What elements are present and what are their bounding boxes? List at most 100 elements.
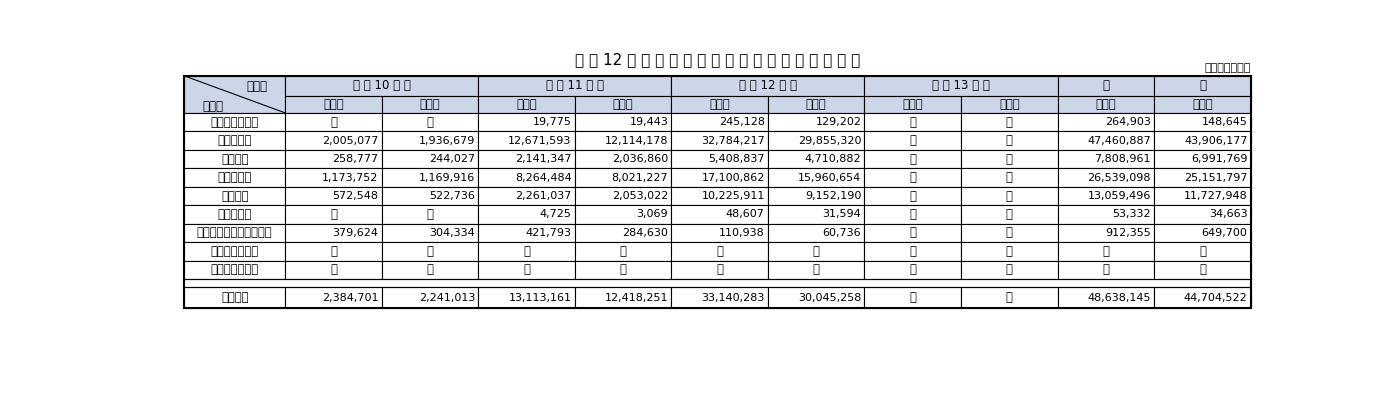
Text: 直　轄　代　行: 直 轄 代 行 (210, 116, 259, 129)
Text: 平 成 12 年 災: 平 成 12 年 災 (739, 79, 797, 92)
Text: 4,725: 4,725 (540, 209, 571, 220)
Text: 33,140,283: 33,140,283 (701, 293, 764, 303)
Text: －: － (717, 245, 722, 258)
Text: 48,638,145: 48,638,145 (1088, 293, 1151, 303)
Text: 304,334: 304,334 (430, 228, 475, 238)
Text: －: － (909, 171, 916, 184)
Bar (1057, 131, 1154, 150)
Text: 48,607: 48,607 (727, 209, 764, 220)
Text: 43,906,177: 43,906,177 (1184, 135, 1247, 146)
Text: 1,169,916: 1,169,916 (419, 173, 475, 182)
Bar (479, 261, 575, 279)
Text: 912,355: 912,355 (1105, 228, 1151, 238)
Bar (479, 76, 672, 96)
Bar (286, 187, 382, 205)
Bar (382, 261, 479, 279)
Text: 合　　計: 合 計 (221, 291, 248, 304)
Bar (864, 224, 960, 242)
Bar (479, 150, 575, 168)
Text: 事業費: 事業費 (710, 98, 729, 111)
Bar (479, 187, 575, 205)
Bar (960, 131, 1057, 150)
Bar (672, 168, 767, 187)
Bar (286, 76, 479, 96)
Text: 治　山　施　設: 治 山 施 設 (210, 245, 259, 258)
Text: 572,548: 572,548 (333, 191, 378, 201)
Text: －: － (1102, 263, 1109, 276)
Bar (479, 224, 575, 242)
Text: 379,624: 379,624 (333, 228, 378, 238)
Bar (1057, 287, 1154, 308)
Text: －: － (1005, 171, 1012, 184)
Bar (767, 150, 864, 168)
Bar (767, 287, 864, 308)
Bar (286, 131, 382, 150)
Text: 1,936,679: 1,936,679 (419, 135, 475, 146)
Text: －: － (1005, 263, 1012, 276)
Bar (382, 168, 479, 187)
Text: －: － (1198, 263, 1205, 276)
Bar (864, 76, 1057, 96)
Text: 30,045,258: 30,045,258 (798, 293, 861, 303)
Bar (286, 287, 382, 308)
Bar (575, 205, 672, 224)
Bar (767, 187, 864, 205)
Bar (767, 113, 864, 131)
Bar (185, 242, 286, 261)
Bar (286, 168, 382, 187)
Text: －: － (717, 263, 722, 276)
Text: －: － (330, 116, 337, 129)
Bar (382, 242, 479, 261)
Text: －: － (909, 208, 916, 221)
Text: 10,225,911: 10,225,911 (701, 191, 764, 201)
Bar (1154, 168, 1250, 187)
Text: 平 成 11 年 災: 平 成 11 年 災 (546, 79, 603, 92)
Text: 7,808,961: 7,808,961 (1095, 154, 1151, 164)
Bar (575, 224, 672, 242)
Text: 8,264,484: 8,264,484 (515, 173, 571, 182)
Text: －: － (330, 208, 337, 221)
Text: 19,775: 19,775 (533, 117, 571, 127)
Text: －: － (427, 116, 434, 129)
Bar (185, 205, 286, 224)
Bar (575, 96, 672, 113)
Text: 17,100,862: 17,100,862 (701, 173, 764, 182)
Text: －: － (524, 263, 531, 276)
Text: －: － (1005, 134, 1012, 147)
Text: 32,784,217: 32,784,217 (701, 135, 764, 146)
Bar (575, 242, 672, 261)
Text: －: － (1005, 190, 1012, 203)
Text: －: － (524, 245, 531, 258)
Text: 国　費: 国 費 (806, 98, 826, 111)
Text: 6,991,769: 6,991,769 (1191, 154, 1247, 164)
Text: 区　分: 区 分 (246, 80, 267, 93)
Bar (864, 242, 960, 261)
Text: －: － (330, 245, 337, 258)
Text: －: － (427, 208, 434, 221)
Bar (767, 168, 864, 187)
Text: 国　費: 国 費 (1193, 98, 1212, 111)
Bar (864, 287, 960, 308)
Bar (864, 261, 960, 279)
Text: 4,710,882: 4,710,882 (805, 154, 861, 164)
Bar (864, 150, 960, 168)
Bar (1154, 242, 1250, 261)
Bar (479, 131, 575, 150)
Bar (767, 96, 864, 113)
Text: 245,128: 245,128 (718, 117, 764, 127)
Bar (864, 205, 960, 224)
Text: 2,384,701: 2,384,701 (322, 293, 378, 303)
Bar (479, 96, 575, 113)
Text: －: － (620, 263, 626, 276)
Bar (960, 261, 1057, 279)
Text: －: － (1102, 245, 1109, 258)
Text: 農業用施設: 農業用施設 (217, 171, 252, 184)
Bar (479, 205, 575, 224)
Bar (382, 150, 479, 168)
Bar (672, 242, 767, 261)
Bar (672, 261, 767, 279)
Bar (185, 131, 286, 150)
Text: 29,855,320: 29,855,320 (798, 135, 861, 146)
Text: 19,443: 19,443 (630, 117, 668, 127)
Text: 平 成 10 年 災: 平 成 10 年 災 (353, 79, 410, 92)
